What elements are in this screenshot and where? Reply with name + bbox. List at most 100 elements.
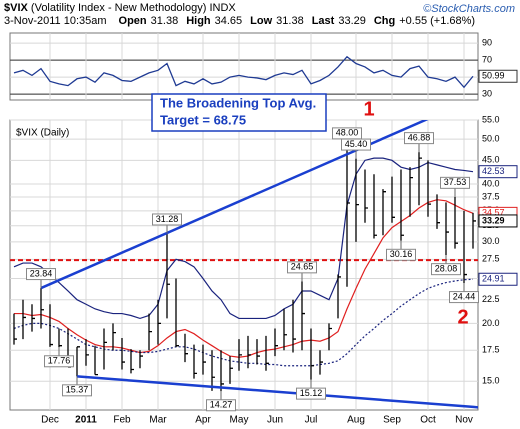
overlay-line [13, 157, 474, 320]
callout-box [404, 132, 434, 145]
overlay-line [13, 278, 474, 367]
callout-box [206, 399, 236, 412]
callout-label: 31.28 [156, 214, 179, 224]
ohlc-bar [355, 158, 359, 242]
ohlc-bar [292, 299, 296, 353]
callout-label: 15.12 [300, 388, 323, 398]
ohlc-bar [247, 335, 251, 369]
date: 3-Nov-2011 10:35am [4, 15, 107, 27]
y-tick-label: 37.5 [482, 191, 500, 201]
y-tick-label: 70 [482, 55, 492, 65]
last-value-box [478, 214, 518, 228]
y-tick-label: 40.0 [482, 178, 500, 188]
callout-box [431, 263, 461, 276]
callout-label: 24.65 [291, 262, 314, 272]
callout-box [152, 213, 182, 226]
callout-box [386, 248, 416, 261]
ohlc-bar [409, 167, 413, 217]
x-tick-label: Feb [113, 415, 131, 426]
trendline [76, 375, 478, 409]
quote-value: 34.65 [215, 15, 243, 27]
quote-label: High [186, 15, 211, 27]
ohlc-bar [373, 174, 377, 239]
callout-box [296, 387, 326, 400]
legend-label: $VIX (Daily) [16, 128, 69, 139]
last-value-label: 33.29 [482, 215, 505, 225]
wave-mark: 1 [363, 98, 374, 120]
ohlc-bar [319, 350, 323, 375]
ohlc-bar [112, 323, 116, 351]
quote-value: 31.38 [151, 15, 179, 27]
last-value-label: 34.57 [482, 208, 505, 218]
callout-label: 37.53 [444, 177, 467, 187]
y-tick-label: 17.5 [482, 345, 500, 355]
ohlc-bar [31, 304, 35, 332]
callout-box [26, 268, 56, 281]
x-tick-label: May [230, 415, 249, 426]
ohlc-bar [121, 337, 125, 370]
last-value-box [478, 69, 518, 83]
annotation-text: Target = 68.75 [160, 112, 246, 127]
ohlc-bar [85, 339, 89, 366]
ohlc-bar [211, 350, 215, 391]
callout-box [341, 138, 371, 151]
y-tick-label: 30.0 [482, 236, 500, 246]
quote-label: Open [119, 15, 147, 27]
ohlc-bar [346, 147, 350, 287]
callout-box [287, 261, 317, 274]
ohlc-bar [337, 274, 341, 319]
callout-label: 15.37 [66, 385, 89, 395]
quote-label: Chg [374, 15, 395, 27]
y-tick-label: 22.5 [482, 294, 500, 304]
y-tick-label: 30 [482, 88, 492, 98]
ohlc-bar [472, 212, 476, 249]
x-tick-label: Jul [305, 415, 318, 426]
header-title: $VIX (Volatility Index - New Methodology… [4, 2, 236, 14]
x-tick-label: Mar [149, 415, 167, 426]
ohlc-bar [49, 304, 53, 347]
ohlc-bar [175, 278, 179, 347]
annotation-box [151, 93, 327, 132]
ohlc-bar [157, 299, 161, 345]
callout-box [440, 176, 470, 189]
quote-value: 33.29 [338, 15, 366, 27]
ohlc-bar [436, 194, 440, 229]
x-tick-label: Oct [420, 415, 436, 426]
ohlc-bar [454, 196, 458, 249]
callout-label: 45.40 [345, 139, 368, 149]
ohlc-bar [139, 350, 143, 369]
ohlc-bar [184, 333, 188, 363]
y-tick-label: 50.0 [482, 134, 500, 144]
quote-line: 3-Nov-2011 10:35am Open 31.38 High 34.65 Low 3… [4, 15, 475, 27]
clip-group [10, 120, 478, 409]
quote-value: +0.55 (+1.68%) [399, 15, 475, 27]
x-tick-label: Apr [195, 415, 211, 426]
ohlc-bar [229, 356, 233, 384]
annotation-text: The Broadening Top Avg. [160, 95, 316, 110]
ohlc-bar [274, 328, 278, 357]
ohlc-bar [463, 210, 467, 284]
ohlc-bar [265, 335, 269, 371]
ohlc-bar [328, 323, 332, 351]
y-tick-label: 27.5 [482, 254, 500, 264]
ohlc-bar [310, 328, 314, 380]
y-tick-label: 45.0 [482, 155, 500, 165]
ohlc-bar [148, 313, 152, 351]
callout-box [449, 291, 479, 304]
wave-mark: 2 [457, 306, 468, 328]
y-tick-label: 90 [482, 38, 492, 48]
ohlc-bar [202, 344, 206, 375]
x-tick-label: Jun [267, 415, 283, 426]
x-tick-label: Dec [41, 415, 59, 426]
callout-label: 48.00 [336, 128, 359, 138]
ohlc-bar [40, 288, 44, 329]
ohlc-bar [22, 299, 26, 340]
ohlc-bar [166, 233, 170, 319]
callout-label: 30.16 [390, 249, 413, 259]
ohlc-bar [382, 189, 386, 236]
x-tick-label: Nov [455, 415, 473, 426]
callout-box [44, 355, 74, 368]
ohlc-bar [283, 308, 287, 351]
last-value-label: 42.53 [482, 166, 505, 176]
